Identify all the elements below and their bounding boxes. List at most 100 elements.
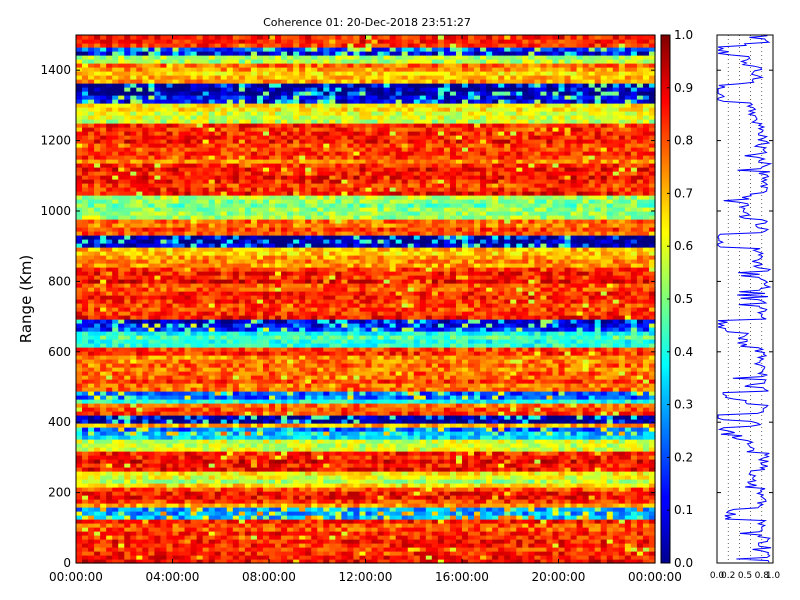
heatmap-cell <box>510 475 517 480</box>
heatmap-cell <box>377 523 385 528</box>
heatmap-cell <box>516 427 523 432</box>
heatmap-cell <box>486 407 493 412</box>
heatmap-cell <box>106 367 113 372</box>
heatmap-cell <box>624 459 632 464</box>
heatmap-cell <box>522 475 529 480</box>
heatmap-cell <box>383 379 391 384</box>
heatmap-cell <box>160 383 168 388</box>
heatmap-cell <box>148 435 156 440</box>
heatmap-cell <box>335 395 342 400</box>
heatmap-cell <box>184 383 192 388</box>
heatmap-cell <box>287 427 294 432</box>
heatmap-cell <box>220 399 228 404</box>
heatmap-cell <box>353 383 361 388</box>
heatmap-cell <box>347 535 355 540</box>
heatmap-cell <box>564 451 572 456</box>
heatmap-cell <box>522 371 529 376</box>
heatmap-cell <box>449 395 457 400</box>
heatmap-cell <box>419 415 427 420</box>
heatmap-cell <box>142 359 149 364</box>
heatmap-cell <box>88 355 95 360</box>
heatmap-cell <box>226 507 234 512</box>
heatmap-cell <box>588 491 596 496</box>
heatmap-cell <box>516 531 523 536</box>
heatmap-cell <box>112 523 119 528</box>
heatmap-cell <box>244 555 252 560</box>
heatmap-cell <box>389 507 397 512</box>
heatmap-cell <box>425 475 433 480</box>
heatmap-cell <box>232 391 240 396</box>
heatmap-cell <box>208 443 216 448</box>
heatmap-cell <box>510 535 517 540</box>
heatmap-cell <box>546 403 554 408</box>
heatmap-cell <box>166 451 174 456</box>
heatmap-cell <box>232 471 240 476</box>
heatmap-cell <box>305 371 312 376</box>
heatmap-cell <box>244 495 252 500</box>
heatmap-cell <box>648 463 656 468</box>
heatmap-cell <box>106 507 113 512</box>
heatmap-cell <box>130 435 137 440</box>
heatmap-cell <box>323 399 330 404</box>
heatmap-cell <box>612 427 620 432</box>
heatmap-cell <box>425 463 433 468</box>
heatmap-cell <box>214 559 222 564</box>
heatmap-cell <box>76 375 83 380</box>
heatmap-cell <box>449 499 457 504</box>
heatmap-cell <box>474 503 481 508</box>
heatmap-cell <box>558 519 566 524</box>
heatmap-cell <box>118 391 125 396</box>
heatmap-cell <box>142 551 149 556</box>
heatmap-cell <box>178 391 186 396</box>
heatmap-cell <box>299 459 306 464</box>
heatmap-cell <box>365 479 373 484</box>
heatmap-cell <box>492 375 499 380</box>
heatmap-cell <box>474 403 481 408</box>
heatmap-cell <box>413 403 421 408</box>
heatmap-cell <box>359 379 367 384</box>
heatmap-cell <box>510 527 517 532</box>
heatmap-cell <box>449 547 457 552</box>
heatmap-cell <box>347 391 355 396</box>
heatmap-cell <box>178 415 186 420</box>
heatmap-cell <box>214 411 222 416</box>
heatmap-cell <box>630 515 638 520</box>
heatmap-cell <box>148 443 156 448</box>
heatmap-cell <box>196 371 204 376</box>
heatmap-cell <box>558 375 566 380</box>
heatmap-cell <box>244 431 252 436</box>
heatmap-cell <box>474 427 481 432</box>
heatmap-cell <box>262 383 270 388</box>
heatmap-cell <box>190 551 198 556</box>
heatmap-cell <box>232 455 240 460</box>
heatmap-cell <box>534 383 542 388</box>
heatmap-cell <box>244 419 252 424</box>
heatmap-cell <box>250 531 258 536</box>
heatmap-cell <box>600 455 608 460</box>
heatmap-cell <box>437 415 445 420</box>
heatmap-cell <box>299 511 306 516</box>
heatmap-cell <box>226 411 234 416</box>
heatmap-cell <box>534 411 542 416</box>
heatmap-cell <box>335 475 342 480</box>
heatmap-cell <box>82 435 89 440</box>
heatmap-cell <box>540 395 548 400</box>
heatmap-cell <box>100 479 107 484</box>
heatmap-cell <box>419 499 427 504</box>
heatmap-cell <box>256 455 264 460</box>
heatmap-cell <box>630 479 638 484</box>
heatmap-cell <box>612 439 620 444</box>
heatmap-cell <box>588 479 596 484</box>
heatmap-cell <box>462 407 469 412</box>
heatmap-cell <box>148 527 156 532</box>
heatmap-cell <box>630 367 638 372</box>
heatmap-cell <box>329 475 336 480</box>
heatmap-cell <box>311 439 318 444</box>
heatmap-cell <box>383 467 391 472</box>
heatmap-cell <box>88 523 95 528</box>
heatmap-cell <box>299 519 306 524</box>
heatmap-cell <box>492 459 499 464</box>
heatmap-cell <box>516 475 523 480</box>
heatmap-cell <box>100 411 107 416</box>
heatmap-cell <box>76 415 83 420</box>
